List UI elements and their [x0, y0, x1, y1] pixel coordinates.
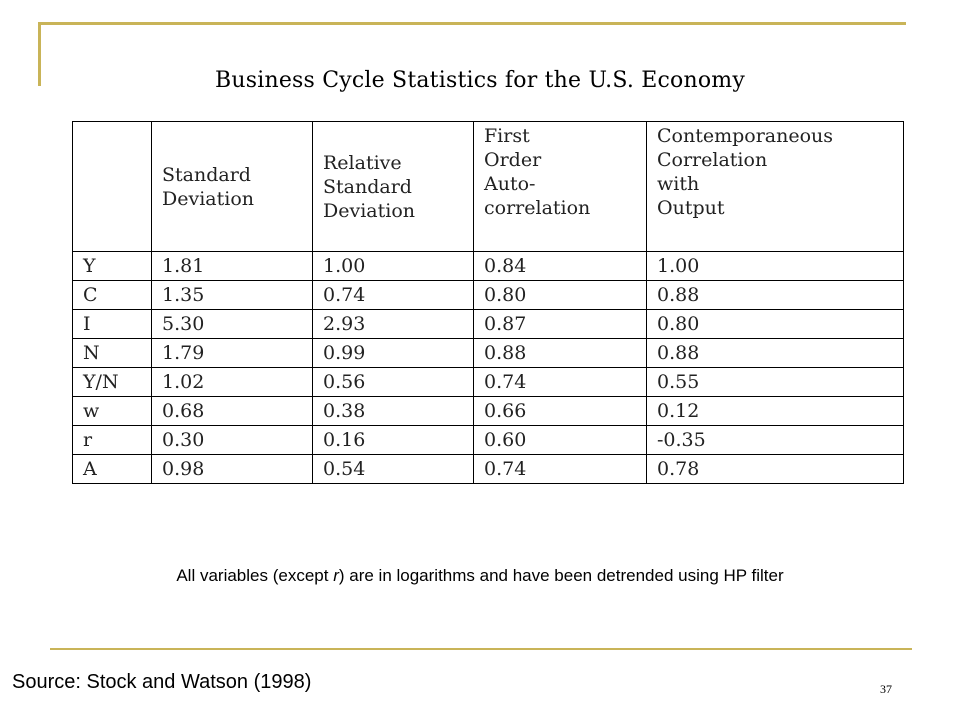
value-cell: 0.74 [473, 454, 647, 484]
value-cell: 0.88 [473, 338, 647, 368]
value-cell: 0.80 [473, 280, 647, 310]
table-row: Y 1.81 1.00 0.84 1.00 [72, 251, 904, 281]
value-cell: 0.12 [646, 396, 904, 426]
value-cell: 2.93 [312, 309, 474, 339]
variable-cell: N [72, 338, 152, 368]
header-line: Correlation [657, 149, 768, 171]
header-line: Deviation [323, 199, 416, 222]
table-header-row: Standard Deviation Relative Standard Dev… [72, 121, 904, 252]
value-cell: 0.55 [646, 367, 904, 397]
value-cell: 0.38 [312, 396, 474, 426]
footnote-suffix: ) are in logarithms and have been detren… [338, 566, 784, 585]
header-line: Auto- [484, 173, 536, 195]
value-cell: 0.66 [473, 396, 647, 426]
header-cell-variable [72, 121, 152, 252]
variable-cell: A [72, 454, 152, 484]
header-cell-relative-standard-deviation: Relative Standard Deviation [312, 121, 474, 252]
statistics-table: Standard Deviation Relative Standard Dev… [72, 121, 904, 484]
value-cell: 1.81 [151, 251, 313, 281]
value-cell: 0.68 [151, 396, 313, 426]
value-cell: 0.99 [312, 338, 474, 368]
value-cell: 1.35 [151, 280, 313, 310]
table-row: I 5.30 2.93 0.87 0.80 [72, 309, 904, 339]
table-row: N 1.79 0.99 0.88 0.88 [72, 338, 904, 368]
value-cell: 1.00 [646, 251, 904, 281]
value-cell: 0.30 [151, 425, 313, 455]
table-row: A 0.98 0.54 0.74 0.78 [72, 454, 904, 484]
value-cell: 0.74 [473, 367, 647, 397]
variable-cell: w [72, 396, 152, 426]
header-line: Relative [323, 151, 402, 174]
value-cell: 0.84 [473, 251, 647, 281]
page-number: 37 [880, 682, 892, 696]
value-cell: 0.60 [473, 425, 647, 455]
value-cell: 5.30 [151, 309, 313, 339]
value-cell: 1.00 [312, 251, 474, 281]
footnote: All variables (except r) are in logarith… [0, 566, 960, 586]
variable-cell: Y/N [72, 367, 152, 397]
header-line: Contemporaneous [657, 125, 834, 147]
value-cell: 0.88 [646, 280, 904, 310]
header-cell-standard-deviation: Standard Deviation [151, 121, 313, 252]
decorative-top-rule [38, 22, 906, 25]
variable-cell: Y [72, 251, 152, 281]
header-cell-autocorrelation: First Order Auto- correlation [473, 121, 647, 252]
variable-cell: I [72, 309, 152, 339]
value-cell: 1.79 [151, 338, 313, 368]
value-cell: 0.16 [312, 425, 474, 455]
footnote-variable: r [333, 566, 339, 585]
footnote-prefix: All variables (except [176, 566, 334, 585]
value-cell: 1.02 [151, 367, 313, 397]
header-line: correlation [484, 197, 591, 219]
header-line: Standard [323, 175, 412, 198]
header-line: Order [484, 149, 542, 171]
source-citation: Source: Stock and Watson (1998) [12, 671, 312, 693]
variable-cell: r [72, 425, 152, 455]
value-cell: 0.56 [312, 367, 474, 397]
value-cell: 0.98 [151, 454, 313, 484]
variable-cell: C [72, 280, 152, 310]
value-cell: 0.88 [646, 338, 904, 368]
value-cell: 0.80 [646, 309, 904, 339]
header-line: First [484, 125, 530, 147]
value-cell: -0.35 [646, 425, 904, 455]
table-row: Y/N 1.02 0.56 0.74 0.55 [72, 367, 904, 397]
value-cell: 0.74 [312, 280, 474, 310]
value-cell: 0.87 [473, 309, 647, 339]
table-row: r 0.30 0.16 0.60 -0.35 [72, 425, 904, 455]
table-row: C 1.35 0.74 0.80 0.88 [72, 280, 904, 310]
decorative-vertical-rule [38, 22, 41, 86]
value-cell: 0.78 [646, 454, 904, 484]
header-line: with [657, 173, 700, 195]
decorative-bottom-rule [50, 648, 912, 650]
value-cell: 0.54 [312, 454, 474, 484]
header-line: Output [657, 197, 725, 219]
slide-title: Business Cycle Statistics for the U.S. E… [215, 68, 745, 93]
table-row: w 0.68 0.38 0.66 0.12 [72, 396, 904, 426]
header-line: Deviation [162, 187, 255, 210]
header-cell-correlation-with-output: Contemporaneous Correlation with Output [646, 121, 904, 252]
header-line: Standard [162, 163, 251, 186]
